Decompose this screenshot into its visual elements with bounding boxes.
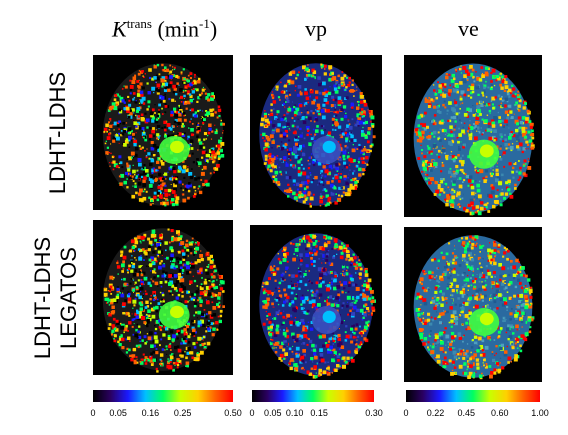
colorbar-tick-label: 0.05 [109, 408, 127, 418]
colorbar-tick-label: 0 [90, 408, 96, 418]
colorbar-tick-label: 0.10 [285, 408, 304, 418]
panel-ktrans-row2 [93, 220, 233, 375]
panel-vp-row2 [250, 225, 382, 380]
colorbar-tick-label: 0.45 [457, 408, 476, 418]
colorbar-tick-label: 0 [249, 408, 255, 418]
panel-ktrans-row1 [93, 55, 233, 210]
ve-label: ve [458, 16, 479, 41]
brain-map-vp-row2 [259, 233, 376, 379]
colorbar-tick-label: 1.00 [531, 408, 549, 418]
colorbar-tick-label: 0 [403, 408, 409, 418]
colorbar-tick-label: 0.50 [224, 408, 242, 418]
colorbar-tick-label: 0.05 [263, 408, 282, 418]
col-title-ktrans: Ktrans (min-1) [112, 16, 217, 42]
colorbar-tick-label: 0.15 [310, 408, 328, 418]
colorbar-ktrans [93, 390, 233, 402]
ktrans-sup: trans [126, 16, 152, 31]
row-label-2-line1: LDHT-LDHS [30, 236, 55, 360]
brain-map-ktrans-row1 [102, 63, 225, 207]
brain-map-ve-row2 [413, 235, 535, 380]
ktrans-symbol: K [112, 16, 127, 42]
ktrans-unit-sup: -1 [199, 16, 210, 31]
colorbar-tick-label: 0.22 [426, 408, 445, 418]
row-label-1-text: LDHT-LDHS [45, 71, 70, 195]
brain-map-ve-row1 [413, 63, 535, 216]
colorbar-vp [252, 390, 374, 402]
brain-map-ktrans-row2 [102, 228, 225, 373]
colorbar-tick-label: 0.30 [365, 408, 383, 418]
vp-label: vp [305, 16, 327, 41]
panel-ve-row2 [404, 227, 542, 382]
panel-vp-row1 [250, 55, 382, 210]
row-label-2-line2: LEGATOS [56, 247, 81, 349]
ktrans-close: ) [209, 16, 218, 42]
ktrans-unit: (min [151, 16, 200, 42]
colorbar-tick-label: 0.25 [173, 408, 192, 418]
panel-ve-row1 [404, 55, 542, 217]
row-label-2: LDHT-LDHS LEGATOS [30, 198, 86, 398]
col-title-vp: vp [305, 16, 327, 42]
colorbar-tick-label: 0.60 [491, 408, 509, 418]
colorbar-ve [406, 390, 540, 402]
colorbar-tick-label: 0.16 [141, 408, 160, 418]
col-title-ve: ve [458, 16, 479, 42]
brain-map-vp-row1 [259, 63, 376, 208]
